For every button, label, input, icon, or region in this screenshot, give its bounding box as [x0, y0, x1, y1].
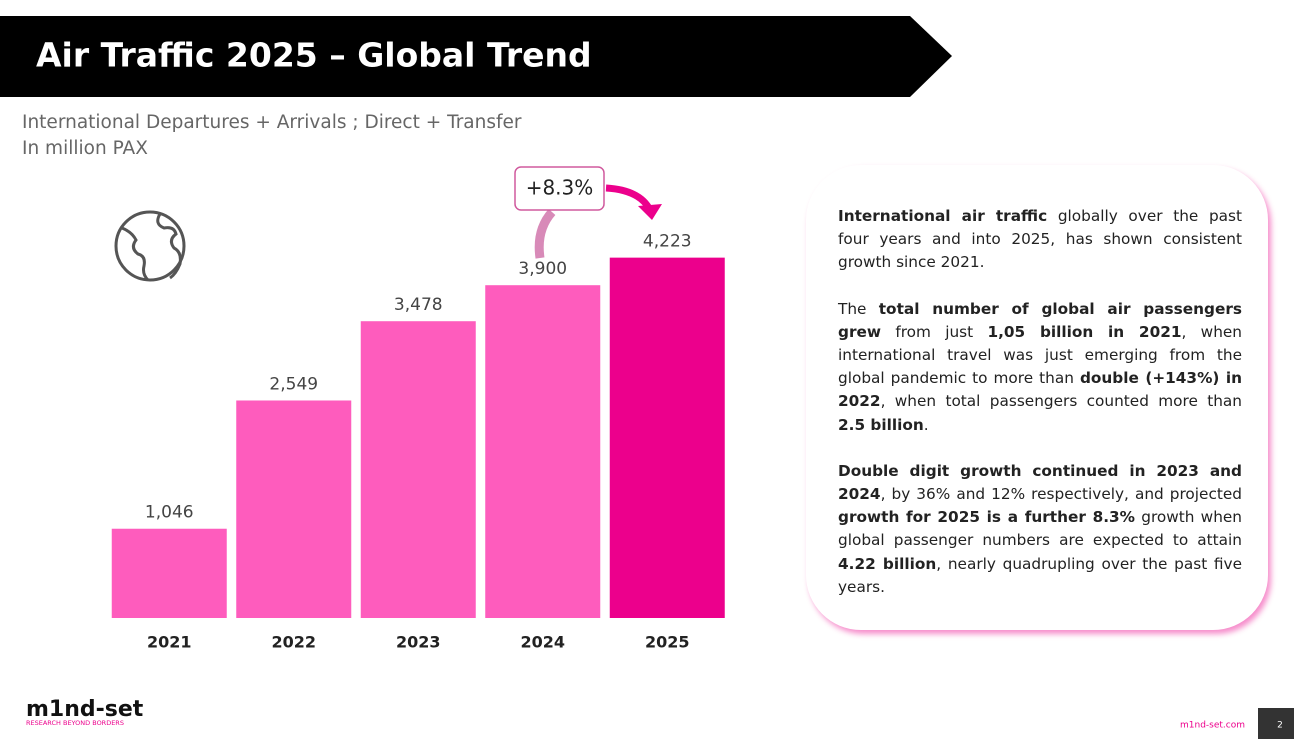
bar [111, 528, 227, 618]
text-run: growth for 2025 is a further 8.3% [838, 508, 1136, 527]
page-box [1258, 708, 1294, 739]
title: Air Traffic 2025 – Global Trend [36, 36, 592, 75]
text-run: International air traffic [838, 207, 1048, 225]
text-run: , nearly quadrupling over the past five … [838, 554, 1243, 596]
text-run: Double digit growth continued in 2023 an… [838, 461, 1242, 504]
paragraph: International air traffic globally over … [838, 205, 1242, 275]
text-run: , when international travel was just eme… [838, 322, 1242, 388]
arrowhead [638, 204, 662, 220]
subtitle: In million PAX [22, 138, 148, 159]
x-tick-label: 2021 [147, 633, 192, 652]
x-tick-label: 2024 [520, 633, 565, 652]
text-run: , when total passengers counted more tha… [880, 392, 1242, 411]
x-tick-label: 2025 [645, 633, 690, 652]
title-banner [0, 16, 952, 97]
x-tick-label: 2023 [396, 633, 441, 652]
page-number: 2 [1277, 721, 1283, 731]
text-run: 1,05 billion in 2021 [987, 322, 1182, 341]
text-run: 2.5 billion [838, 415, 924, 434]
x-tick-label: 2022 [271, 633, 316, 652]
bar [485, 285, 601, 618]
annotation-box [514, 166, 605, 211]
text-run: double (+143%) in 2022 [838, 369, 1242, 411]
value-label: 2,549 [269, 374, 318, 394]
text-run: 4.22 billion [838, 554, 937, 573]
value-label: 3,900 [518, 259, 567, 279]
annotation: +8.3% [526, 176, 594, 200]
bar [609, 257, 725, 618]
logo: m1nd-set [26, 697, 144, 722]
value-label: 3,478 [394, 295, 443, 315]
text-run: total number of global air passengers gr… [838, 299, 1242, 341]
text-run: from just [881, 322, 988, 341]
text-run: , by 36% and 12% respectively, and proje… [880, 485, 1242, 504]
logo-tagline: RESEARCH BEYOND BORDERS [26, 719, 124, 727]
text-run: . [923, 415, 929, 434]
paragraph: The total number of global air passenger… [838, 298, 1242, 437]
bar [360, 321, 476, 618]
text-run: The [838, 299, 879, 318]
value-label: 1,046 [145, 503, 194, 523]
globe-icon [114, 210, 186, 282]
bar [236, 400, 352, 618]
text-panel: International air traffic globally over … [806, 165, 1268, 630]
text-run: globally over the past four years and in… [838, 207, 1242, 272]
text-run: growth when global passenger numbers are… [838, 508, 1242, 550]
website: m1nd-set.com [1180, 721, 1245, 731]
arrow [534, 209, 556, 259]
paragraph: Double digit growth continued in 2023 an… [838, 460, 1242, 599]
value-label: 4,223 [643, 232, 692, 252]
subtitle: International Departures + Arrivals ; Di… [22, 112, 522, 133]
